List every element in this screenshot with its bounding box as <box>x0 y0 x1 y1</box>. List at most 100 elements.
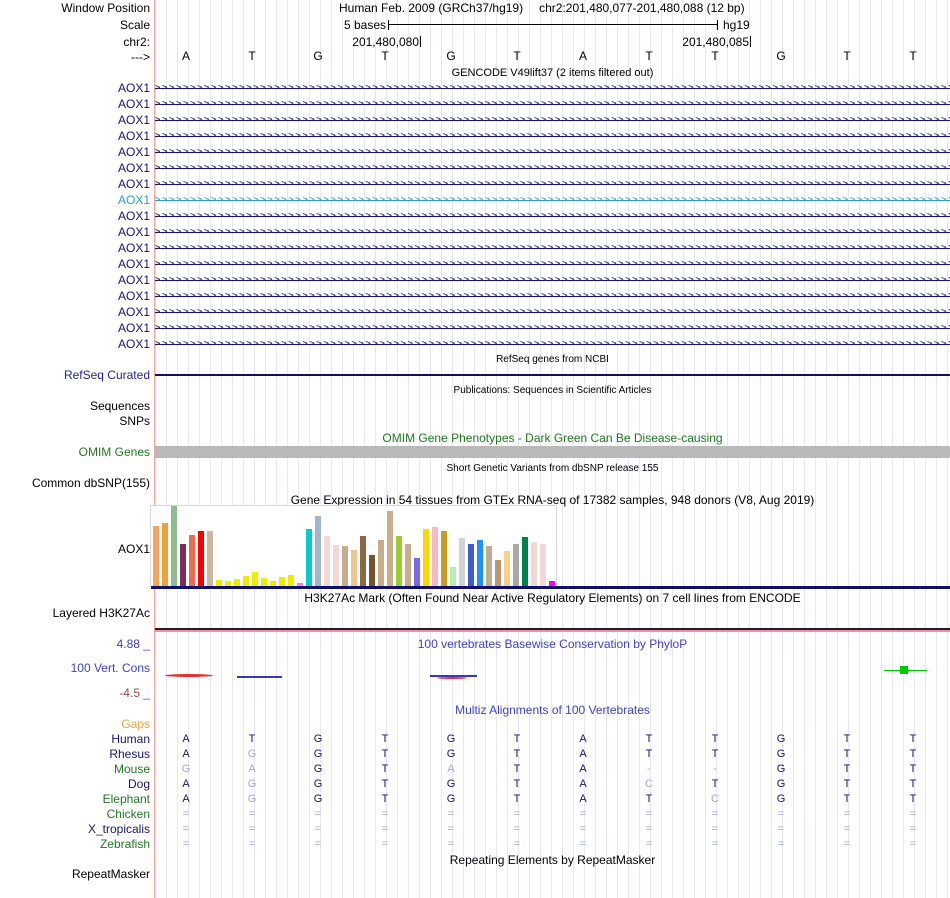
track-label-gaps[interactable]: Gaps <box>121 717 150 731</box>
track-label-aox1[interactable]: AOX1 <box>117 273 150 287</box>
alignment-base: A <box>579 793 587 805</box>
gtex-tissue-bar <box>153 526 159 586</box>
gencode-transcript-row[interactable]: >>>>>>>>>>>>>>>>>>>>>>>>>>>>>>>>>>>>>>>>… <box>155 212 950 221</box>
gencode-transcript-row[interactable]: >>>>>>>>>>>>>>>>>>>>>>>>>>>>>>>>>>>>>>>>… <box>155 100 950 109</box>
assembly-tag: hg19 <box>723 18 750 32</box>
gtex-tissue-bar <box>459 538 465 586</box>
track-label-aox1[interactable]: AOX1 <box>117 81 150 95</box>
coordinate-right: 201,480,085 <box>682 35 749 49</box>
alignment-base: C <box>645 778 653 790</box>
track-label-human[interactable]: Human <box>111 732 150 746</box>
alignment-base: A <box>182 748 190 760</box>
gtex-tissue-bar <box>279 577 285 586</box>
publications-track-title: Publications: Sequences in Scientific Ar… <box>453 385 652 396</box>
track-label-100-vert-cons[interactable]: 100 Vert. Cons <box>70 661 150 675</box>
track-label-aox1[interactable]: AOX1 <box>117 321 150 335</box>
gtex-tissue-bar <box>297 583 303 586</box>
gencode-transcript-row[interactable]: >>>>>>>>>>>>>>>>>>>>>>>>>>>>>>>>>>>>>>>>… <box>155 84 950 93</box>
track-label-aox1[interactable]: AOX1 <box>117 113 150 127</box>
track-label-aox1[interactable]: AOX1 <box>117 193 150 207</box>
alignment-base: A <box>182 733 190 745</box>
track-label-aox1[interactable]: AOX1 <box>117 129 150 143</box>
gencode-transcript-row[interactable]: >>>>>>>>>>>>>>>>>>>>>>>>>>>>>>>>>>>>>>>>… <box>155 116 950 125</box>
track-label-aox1[interactable]: AOX1 <box>117 161 150 175</box>
gtex-tissue-bar <box>207 531 213 586</box>
gtex-tissue-bar <box>243 576 249 586</box>
track-label-x_tropicalis[interactable]: X_tropicalis <box>87 822 150 836</box>
track-label-aox1[interactable]: AOX1 <box>117 289 150 303</box>
track-label-aox1[interactable]: AOX1 <box>117 305 150 319</box>
alignment-base: T <box>843 793 851 805</box>
gencode-transcript-row[interactable]: >>>>>>>>>>>>>>>>>>>>>>>>>>>>>>>>>>>>>>>>… <box>155 324 950 333</box>
track-label-refseq-curated[interactable]: RefSeq Curated <box>63 368 150 382</box>
alignment-base: T <box>843 733 851 745</box>
track-label-snps[interactable]: SNPs <box>119 414 150 428</box>
gtex-tissue-bar <box>252 572 258 586</box>
alignment-base: - <box>713 763 717 775</box>
track-label-gtex-aox1[interactable]: AOX1 <box>117 542 150 556</box>
reference-base: T <box>513 49 521 63</box>
alignment-base: = <box>381 838 389 850</box>
gtex-tissue-bar <box>432 527 438 586</box>
track-label-aox1[interactable]: AOX1 <box>117 337 150 351</box>
gencode-transcript-row[interactable]: >>>>>>>>>>>>>>>>>>>>>>>>>>>>>>>>>>>>>>>>… <box>155 260 950 269</box>
track-label-rhesus[interactable]: Rhesus <box>109 747 150 761</box>
cursor-guideline <box>154 0 155 898</box>
gtex-tissue-bar <box>369 555 375 586</box>
gtex-tissue-bar <box>333 545 339 586</box>
gencode-transcript-row[interactable]: >>>>>>>>>>>>>>>>>>>>>>>>>>>>>>>>>>>>>>>>… <box>155 228 950 237</box>
track-label-sequences[interactable]: Sequences <box>89 399 150 413</box>
track-label-aox1[interactable]: AOX1 <box>117 97 150 111</box>
alignment-base: T <box>711 778 719 790</box>
gencode-transcript-row[interactable]: >>>>>>>>>>>>>>>>>>>>>>>>>>>>>>>>>>>>>>>>… <box>155 276 950 285</box>
alignment-base: G <box>247 748 257 760</box>
track-label-zebrafish[interactable]: Zebrafish <box>99 837 150 851</box>
gencode-transcript-row[interactable]: >>>>>>>>>>>>>>>>>>>>>>>>>>>>>>>>>>>>>>>>… <box>155 148 950 157</box>
gtex-tissue-bar <box>540 544 546 586</box>
gencode-transcript-row[interactable]: >>>>>>>>>>>>>>>>>>>>>>>>>>>>>>>>>>>>>>>>… <box>155 308 950 317</box>
track-label-repeatmasker[interactable]: RepeatMasker <box>71 867 150 881</box>
alignment-base: = <box>182 808 190 820</box>
alignment-base: T <box>381 763 389 775</box>
gencode-transcript-row[interactable]: >>>>>>>>>>>>>>>>>>>>>>>>>>>>>>>>>>>>>>>>… <box>155 164 950 173</box>
gtex-tissue-bar <box>234 579 240 586</box>
repeatmasker-track-title: Repeating Elements by RepeatMasker <box>449 853 656 867</box>
alignment-base: = <box>579 838 587 850</box>
track-label-layered-h3k27ac[interactable]: Layered H3K27Ac <box>52 606 150 620</box>
gencode-transcript-row[interactable]: >>>>>>>>>>>>>>>>>>>>>>>>>>>>>>>>>>>>>>>>… <box>155 132 950 141</box>
track-label-omim-genes[interactable]: OMIM Genes <box>78 445 150 459</box>
track-label-mouse[interactable]: Mouse <box>113 762 150 776</box>
gencode-transcript-row[interactable]: >>>>>>>>>>>>>>>>>>>>>>>>>>>>>>>>>>>>>>>>… <box>155 292 950 301</box>
phylop-positive-wiggle <box>437 677 467 679</box>
track-label-aox1[interactable]: AOX1 <box>117 145 150 159</box>
alignment-base: T <box>381 793 389 805</box>
phylop-negative-wiggle <box>237 676 282 678</box>
gtex-tissue-bar <box>288 575 294 586</box>
track-label-common-dbsnp[interactable]: Common dbSNP(155) <box>31 476 150 490</box>
track-label-elephant[interactable]: Elephant <box>102 792 150 806</box>
gencode-transcript-row[interactable]: >>>>>>>>>>>>>>>>>>>>>>>>>>>>>>>>>>>>>>>>… <box>155 180 950 189</box>
alignment-base: T <box>909 793 917 805</box>
omim-gene-bar[interactable] <box>155 446 950 458</box>
alignment-base: = <box>843 838 851 850</box>
gencode-transcript-row[interactable]: >>>>>>>>>>>>>>>>>>>>>>>>>>>>>>>>>>>>>>>>… <box>155 196 950 205</box>
track-label-aox1[interactable]: AOX1 <box>117 257 150 271</box>
alignment-base: = <box>645 808 653 820</box>
alignment-base: T <box>248 733 256 745</box>
track-label-aox1[interactable]: AOX1 <box>117 241 150 255</box>
reference-base: A <box>181 49 190 63</box>
gtex-tissue-bar <box>396 536 402 586</box>
reference-base: T <box>248 49 256 63</box>
track-label-aox1[interactable]: AOX1 <box>117 177 150 191</box>
alignment-base: G <box>446 748 456 760</box>
track-label-chicken[interactable]: Chicken <box>106 807 150 821</box>
alignment-base: G <box>446 778 456 790</box>
alignment-base: A <box>182 793 190 805</box>
alignment-base: T <box>513 763 521 775</box>
track-label-dog[interactable]: Dog <box>127 777 150 791</box>
refseq-gene-line[interactable] <box>155 374 950 376</box>
track-label-aox1[interactable]: AOX1 <box>117 225 150 239</box>
gencode-transcript-row[interactable]: >>>>>>>>>>>>>>>>>>>>>>>>>>>>>>>>>>>>>>>>… <box>155 340 950 349</box>
track-label-aox1[interactable]: AOX1 <box>117 209 150 223</box>
gencode-transcript-row[interactable]: >>>>>>>>>>>>>>>>>>>>>>>>>>>>>>>>>>>>>>>>… <box>155 244 950 253</box>
